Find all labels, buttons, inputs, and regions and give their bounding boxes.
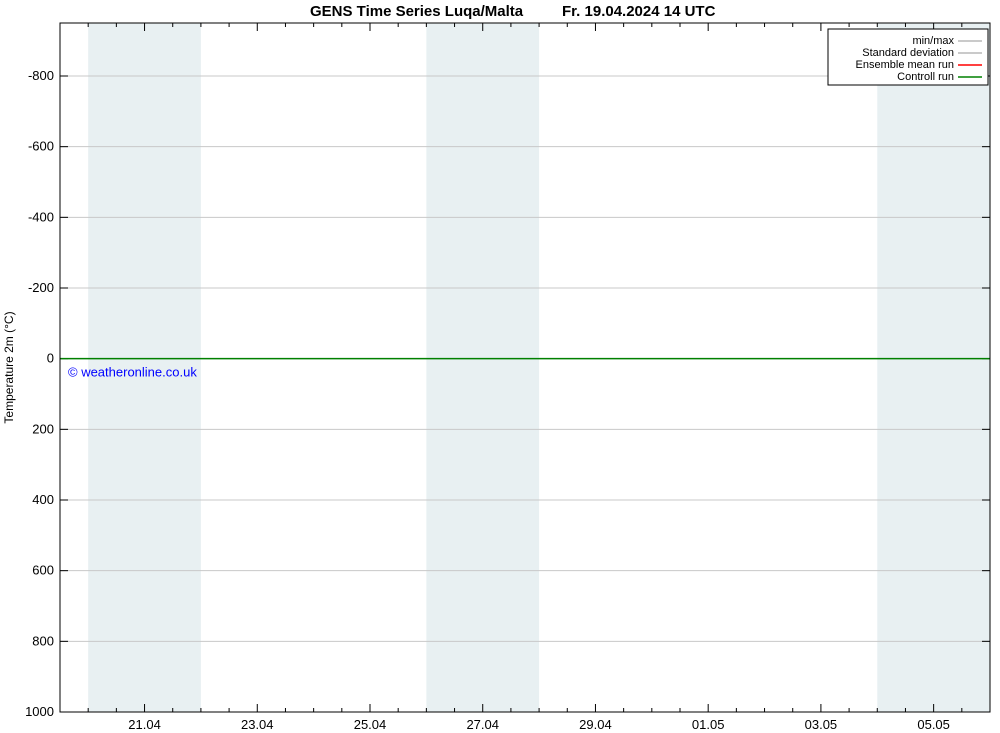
x-tick-label: 29.04	[579, 717, 612, 732]
shaded-bands	[88, 23, 990, 712]
x-tick-label: 03.05	[805, 717, 838, 732]
y-tick-label: 600	[32, 563, 54, 578]
temperature-chart: { "header": { "title_left": "GENS Time S…	[0, 0, 1000, 733]
y-tick-label: 400	[32, 492, 54, 507]
legend: min/maxStandard deviationEnsemble mean r…	[828, 29, 988, 85]
y-axis-label: Temperature 2m (°C)	[2, 311, 16, 423]
legend-label: Controll run	[897, 71, 954, 83]
x-tick-label: 23.04	[241, 717, 274, 732]
watermark: © weatheronline.co.uk	[68, 365, 197, 380]
y-tick-label: -400	[28, 209, 54, 224]
legend-label: Standard deviation	[862, 47, 954, 59]
y-tick-label: 1000	[25, 704, 54, 719]
x-tick-label: 05.05	[917, 717, 950, 732]
y-tick-label: 0	[47, 351, 54, 366]
x-tick-label: 01.05	[692, 717, 725, 732]
x-tick-label: 25.04	[354, 717, 387, 732]
x-tick-label: 27.04	[466, 717, 499, 732]
y-tick-label: -800	[28, 68, 54, 83]
y-tick-label: -600	[28, 139, 54, 154]
header-title-right: Fr. 19.04.2024 14 UTC	[562, 3, 716, 20]
y-tick-label: 200	[32, 421, 54, 436]
chart-svg: -800 -600 -400 -200 0 200 400 600 800 1000 21.04 23…	[0, 0, 1000, 733]
legend-label: Ensemble mean run	[856, 59, 954, 71]
x-tick-labels: 21.04 23.04 25.04 27.04 29.04 01.05 03.05 05.05	[128, 717, 950, 732]
header-title-left: GENS Time Series Luqa/Malta	[310, 3, 524, 20]
x-tick-label: 21.04	[128, 717, 161, 732]
legend-label: min/max	[912, 35, 954, 47]
y-tick-label: 800	[32, 633, 54, 648]
y-tick-label: -200	[28, 280, 54, 295]
